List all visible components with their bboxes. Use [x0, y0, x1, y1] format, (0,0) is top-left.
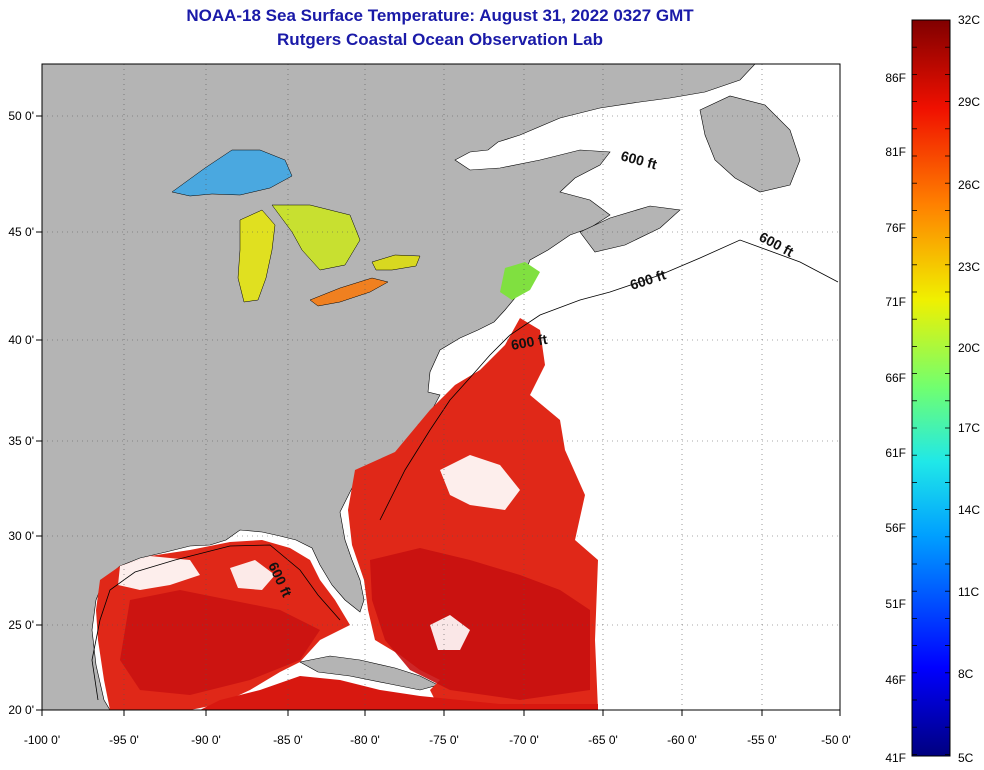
celsius-label: 23C	[958, 260, 980, 274]
lat-axis: 50 0' 45 0' 40 0' 35 0' 30 0' 25 0' 20 0…	[8, 109, 42, 717]
fahrenheit-label: 46F	[885, 673, 906, 687]
cloud-patch-3	[430, 615, 470, 650]
map-subtitle: Rutgers Coastal Ocean Observation Lab	[277, 30, 603, 49]
lat-tick-label: 25 0'	[8, 618, 34, 632]
fahrenheit-label: 86F	[885, 71, 906, 85]
celsius-label: 14C	[958, 503, 980, 517]
sst-gulf-of-maine	[500, 262, 540, 300]
celsius-label: 26C	[958, 178, 980, 192]
celsius-label: 32C	[958, 13, 980, 27]
lat-tick-label: 50 0'	[8, 109, 34, 123]
lat-tick-label: 30 0'	[8, 529, 34, 543]
cloud-patch-4	[230, 560, 275, 590]
fahrenheit-label: 56F	[885, 521, 906, 535]
isobath-label-4: 600 ft	[510, 331, 549, 353]
lake-erie	[309, 277, 389, 307]
sst-caribbean	[200, 676, 598, 710]
fahrenheit-label: 76F	[885, 221, 906, 235]
lon-tick-label: -80 0'	[350, 733, 380, 747]
lon-axis: -100 0' -95 0' -90 0' -85 0' -80 0' -75 …	[24, 710, 851, 747]
lon-tick-label: -75 0'	[429, 733, 459, 747]
lat-tick-label: 40 0'	[8, 333, 34, 347]
lon-tick-label: -95 0'	[109, 733, 139, 747]
lake-michigan	[237, 209, 276, 303]
colorbar-gradient	[911, 19, 951, 757]
fahrenheit-label: 61F	[885, 446, 906, 460]
lat-tick-label: 35 0'	[8, 434, 34, 448]
lon-tick-label: -60 0'	[667, 733, 697, 747]
fahrenheit-label: 51F	[885, 597, 906, 611]
lon-tick-label: -70 0'	[509, 733, 539, 747]
lon-tick-label: -90 0'	[191, 733, 221, 747]
lon-tick-label: -100 0'	[24, 733, 60, 747]
land-newfoundland	[699, 95, 801, 193]
graticule	[42, 64, 840, 710]
lake-huron	[271, 204, 361, 271]
colorbar-ticks	[912, 19, 950, 755]
celsius-label: 29C	[958, 95, 980, 109]
fahrenheit-label: 41F	[885, 751, 906, 765]
lat-tick-label: 20 0'	[8, 703, 34, 717]
map-title: NOAA-18 Sea Surface Temperature: August …	[186, 6, 694, 25]
land-nova-scotia	[579, 205, 681, 253]
lon-tick-label: -85 0'	[273, 733, 303, 747]
celsius-label: 8C	[958, 667, 974, 681]
celsius-label: 11C	[958, 585, 979, 599]
sst-core-1	[370, 548, 590, 700]
fahrenheit-label: 71F	[885, 295, 906, 309]
colorbar-celsius-labels: 32C 29C 26C 23C 20C 17C 14C 11C 8C 5C	[958, 13, 980, 765]
isobath-600ft	[91, 239, 839, 701]
fahrenheit-label: 81F	[885, 145, 906, 159]
lon-tick-label: -50 0'	[821, 733, 851, 747]
celsius-label: 20C	[958, 341, 980, 355]
colorbar-fahrenheit-labels: 86F 81F 76F 71F 66F 61F 56F 51F 46F 41F	[885, 71, 906, 765]
sst-core-2	[120, 590, 320, 695]
lon-tick-label: -65 0'	[588, 733, 618, 747]
celsius-label: 5C	[958, 751, 974, 765]
cloud-patch-1	[440, 455, 520, 510]
fahrenheit-label: 66F	[885, 371, 906, 385]
cloud-patch-2	[118, 556, 200, 590]
land-north-america	[42, 64, 756, 710]
lon-tick-label: -55 0'	[747, 733, 777, 747]
lake-superior	[171, 149, 293, 197]
lake-ontario	[371, 254, 421, 271]
lat-tick-label: 45 0'	[8, 225, 34, 239]
celsius-label: 17C	[958, 421, 980, 435]
